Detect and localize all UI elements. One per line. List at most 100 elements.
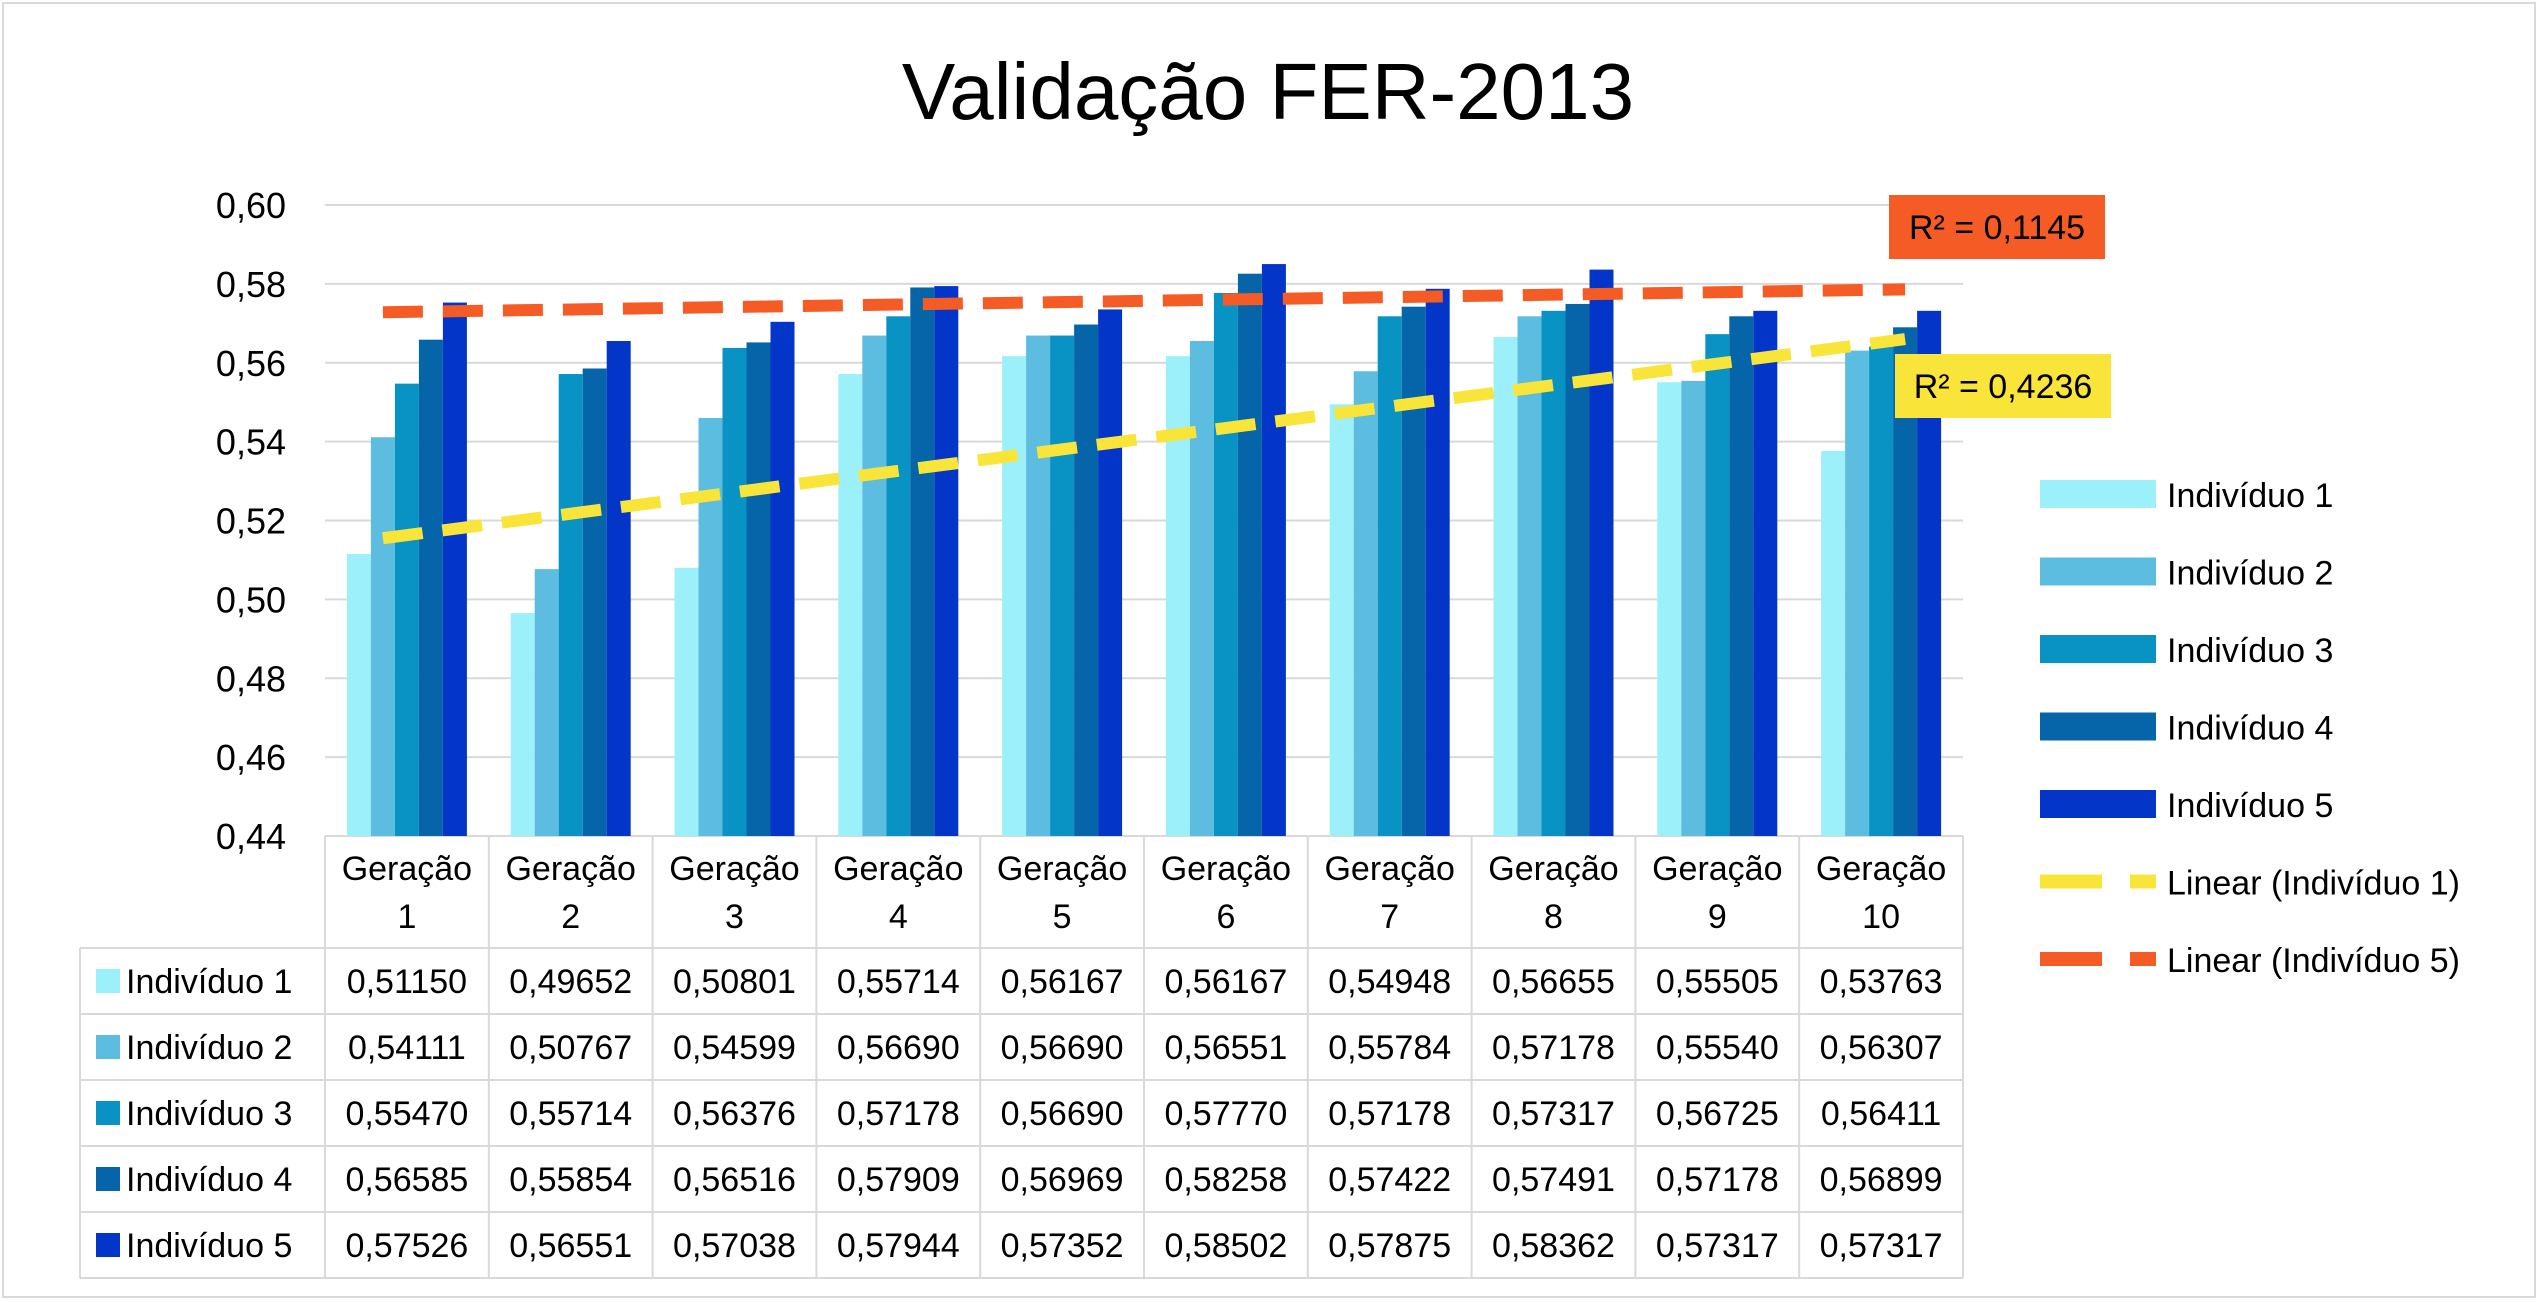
bar (1541, 310, 1566, 837)
table-cell: 0,56167 (1164, 963, 1287, 1001)
y-tick-label: 0,54 (216, 422, 286, 463)
bar (510, 613, 535, 836)
category-label: 4 (889, 898, 908, 936)
legend-label: Indivíduo 3 (2167, 632, 2333, 670)
bar (746, 342, 771, 836)
bar (1329, 404, 1354, 836)
table-cell: 0,56551 (1164, 1029, 1287, 1067)
bars (346, 264, 1942, 837)
bar (1237, 273, 1262, 836)
bar (346, 554, 371, 836)
r2-label-box (1889, 195, 2105, 259)
bar (1425, 288, 1450, 836)
bar (1729, 316, 1754, 837)
table-cell: 0,56899 (1820, 1161, 1943, 1199)
y-tick-label: 0,52 (216, 501, 286, 542)
category-label: Geração (833, 850, 963, 888)
table-series-key (96, 1101, 120, 1125)
bar (1565, 303, 1590, 836)
table-cell: 0,50767 (509, 1029, 632, 1067)
table-cell: 0,54111 (348, 1029, 466, 1067)
legend-swatch (2040, 480, 2156, 508)
legend-label: Linear (Indivíduo 5) (2167, 942, 2460, 980)
table-cell: 0,57317 (1656, 1227, 1779, 1265)
table-cell: 0,55470 (345, 1095, 468, 1133)
category-label: Geração (342, 850, 472, 888)
bar (1213, 292, 1238, 836)
category-label: 7 (1380, 898, 1399, 936)
bar (838, 374, 863, 836)
bar (1026, 335, 1051, 836)
table-cell: 0,57770 (1164, 1095, 1287, 1133)
table-series-name: Indivíduo 3 (126, 1095, 292, 1133)
trendline (382, 283, 1906, 319)
r2-label: R² = 0,1145 (1909, 209, 2085, 247)
table-cell: 0,55784 (1328, 1029, 1451, 1067)
legend-swatch (2040, 712, 2156, 741)
table-cell: 0,51150 (347, 963, 467, 1001)
table-series-name: Indivíduo 5 (126, 1227, 292, 1265)
bar (534, 569, 559, 836)
category-label: Geração (1652, 850, 1782, 888)
table-cell: 0,56376 (673, 1095, 796, 1133)
table-cell: 0,55714 (509, 1095, 632, 1133)
table-cell: 0,56551 (509, 1227, 632, 1265)
legend: Indivíduo 1 Indivíduo 2 Indivíduo 3 Indivíd… (2040, 477, 2460, 980)
legend-swatch (2040, 790, 2156, 818)
bar (606, 341, 631, 836)
bar (934, 286, 959, 836)
legend-label: Indivíduo 4 (2167, 710, 2333, 748)
y-tick-label: 0,60 (216, 185, 286, 226)
table-cell: 0,56516 (673, 1161, 796, 1199)
bar (1098, 309, 1123, 836)
category-label: Geração (505, 850, 635, 888)
table-cell: 0,50801 (673, 963, 796, 1001)
table-cell: 0,57178 (1328, 1095, 1451, 1133)
category-label: Geração (669, 850, 799, 888)
table-cell: 0,53763 (1820, 963, 1943, 1001)
legend-label: Indivíduo 5 (2167, 787, 2333, 825)
table-series-key (96, 1167, 120, 1191)
bar (886, 316, 911, 837)
bar (1681, 380, 1706, 836)
table-cell: 0,56725 (1656, 1095, 1779, 1133)
legend-label: Linear (Indivíduo 1) (2167, 865, 2460, 903)
table-cell: 0,57352 (1001, 1227, 1124, 1265)
table-series-name: Indivíduo 4 (126, 1161, 292, 1199)
bar (1753, 310, 1778, 837)
bar (1189, 341, 1214, 836)
bar (1377, 316, 1402, 837)
table-series-key (96, 969, 120, 993)
category-label: Geração (1816, 850, 1946, 888)
table-cell: 0,56307 (1820, 1029, 1943, 1067)
bar (770, 321, 795, 837)
bar (1589, 269, 1614, 836)
bar (1493, 336, 1518, 836)
y-tick-label: 0,44 (216, 816, 286, 857)
bar (582, 368, 607, 836)
category-label: 2 (561, 898, 580, 936)
category-label: Geração (1488, 850, 1618, 888)
bar (722, 347, 747, 836)
bar (674, 567, 699, 836)
r2-label-box (1895, 354, 2111, 418)
legend-swatch (2040, 635, 2156, 663)
bar (1869, 346, 1894, 836)
bar (1261, 264, 1286, 836)
category-label: Geração (1161, 850, 1291, 888)
y-axis-ticks: 0,44 0,46 0,48 0,50 0,52 0,54 0,56 0,58 0,60 (216, 185, 286, 857)
table-cell: 0,57317 (1820, 1227, 1943, 1265)
table-cell: 0,57909 (837, 1161, 960, 1199)
chart-title: Validação FER-2013 (902, 47, 1634, 136)
category-label: Geração (1324, 850, 1454, 888)
bar (558, 374, 583, 836)
table-cell: 0,58502 (1164, 1227, 1287, 1265)
bar (862, 335, 887, 836)
table-series-name: Indivíduo 1 (126, 963, 292, 1001)
data-table: Geração 1 Geração 2 Geração 3 Geração 4 Geração 5… (79, 836, 1964, 1279)
bar (1845, 350, 1870, 836)
table-cell: 0,55505 (1656, 963, 1779, 1001)
y-tick-label: 0,46 (216, 737, 286, 778)
legend-label: Indivíduo 1 (2167, 477, 2333, 515)
